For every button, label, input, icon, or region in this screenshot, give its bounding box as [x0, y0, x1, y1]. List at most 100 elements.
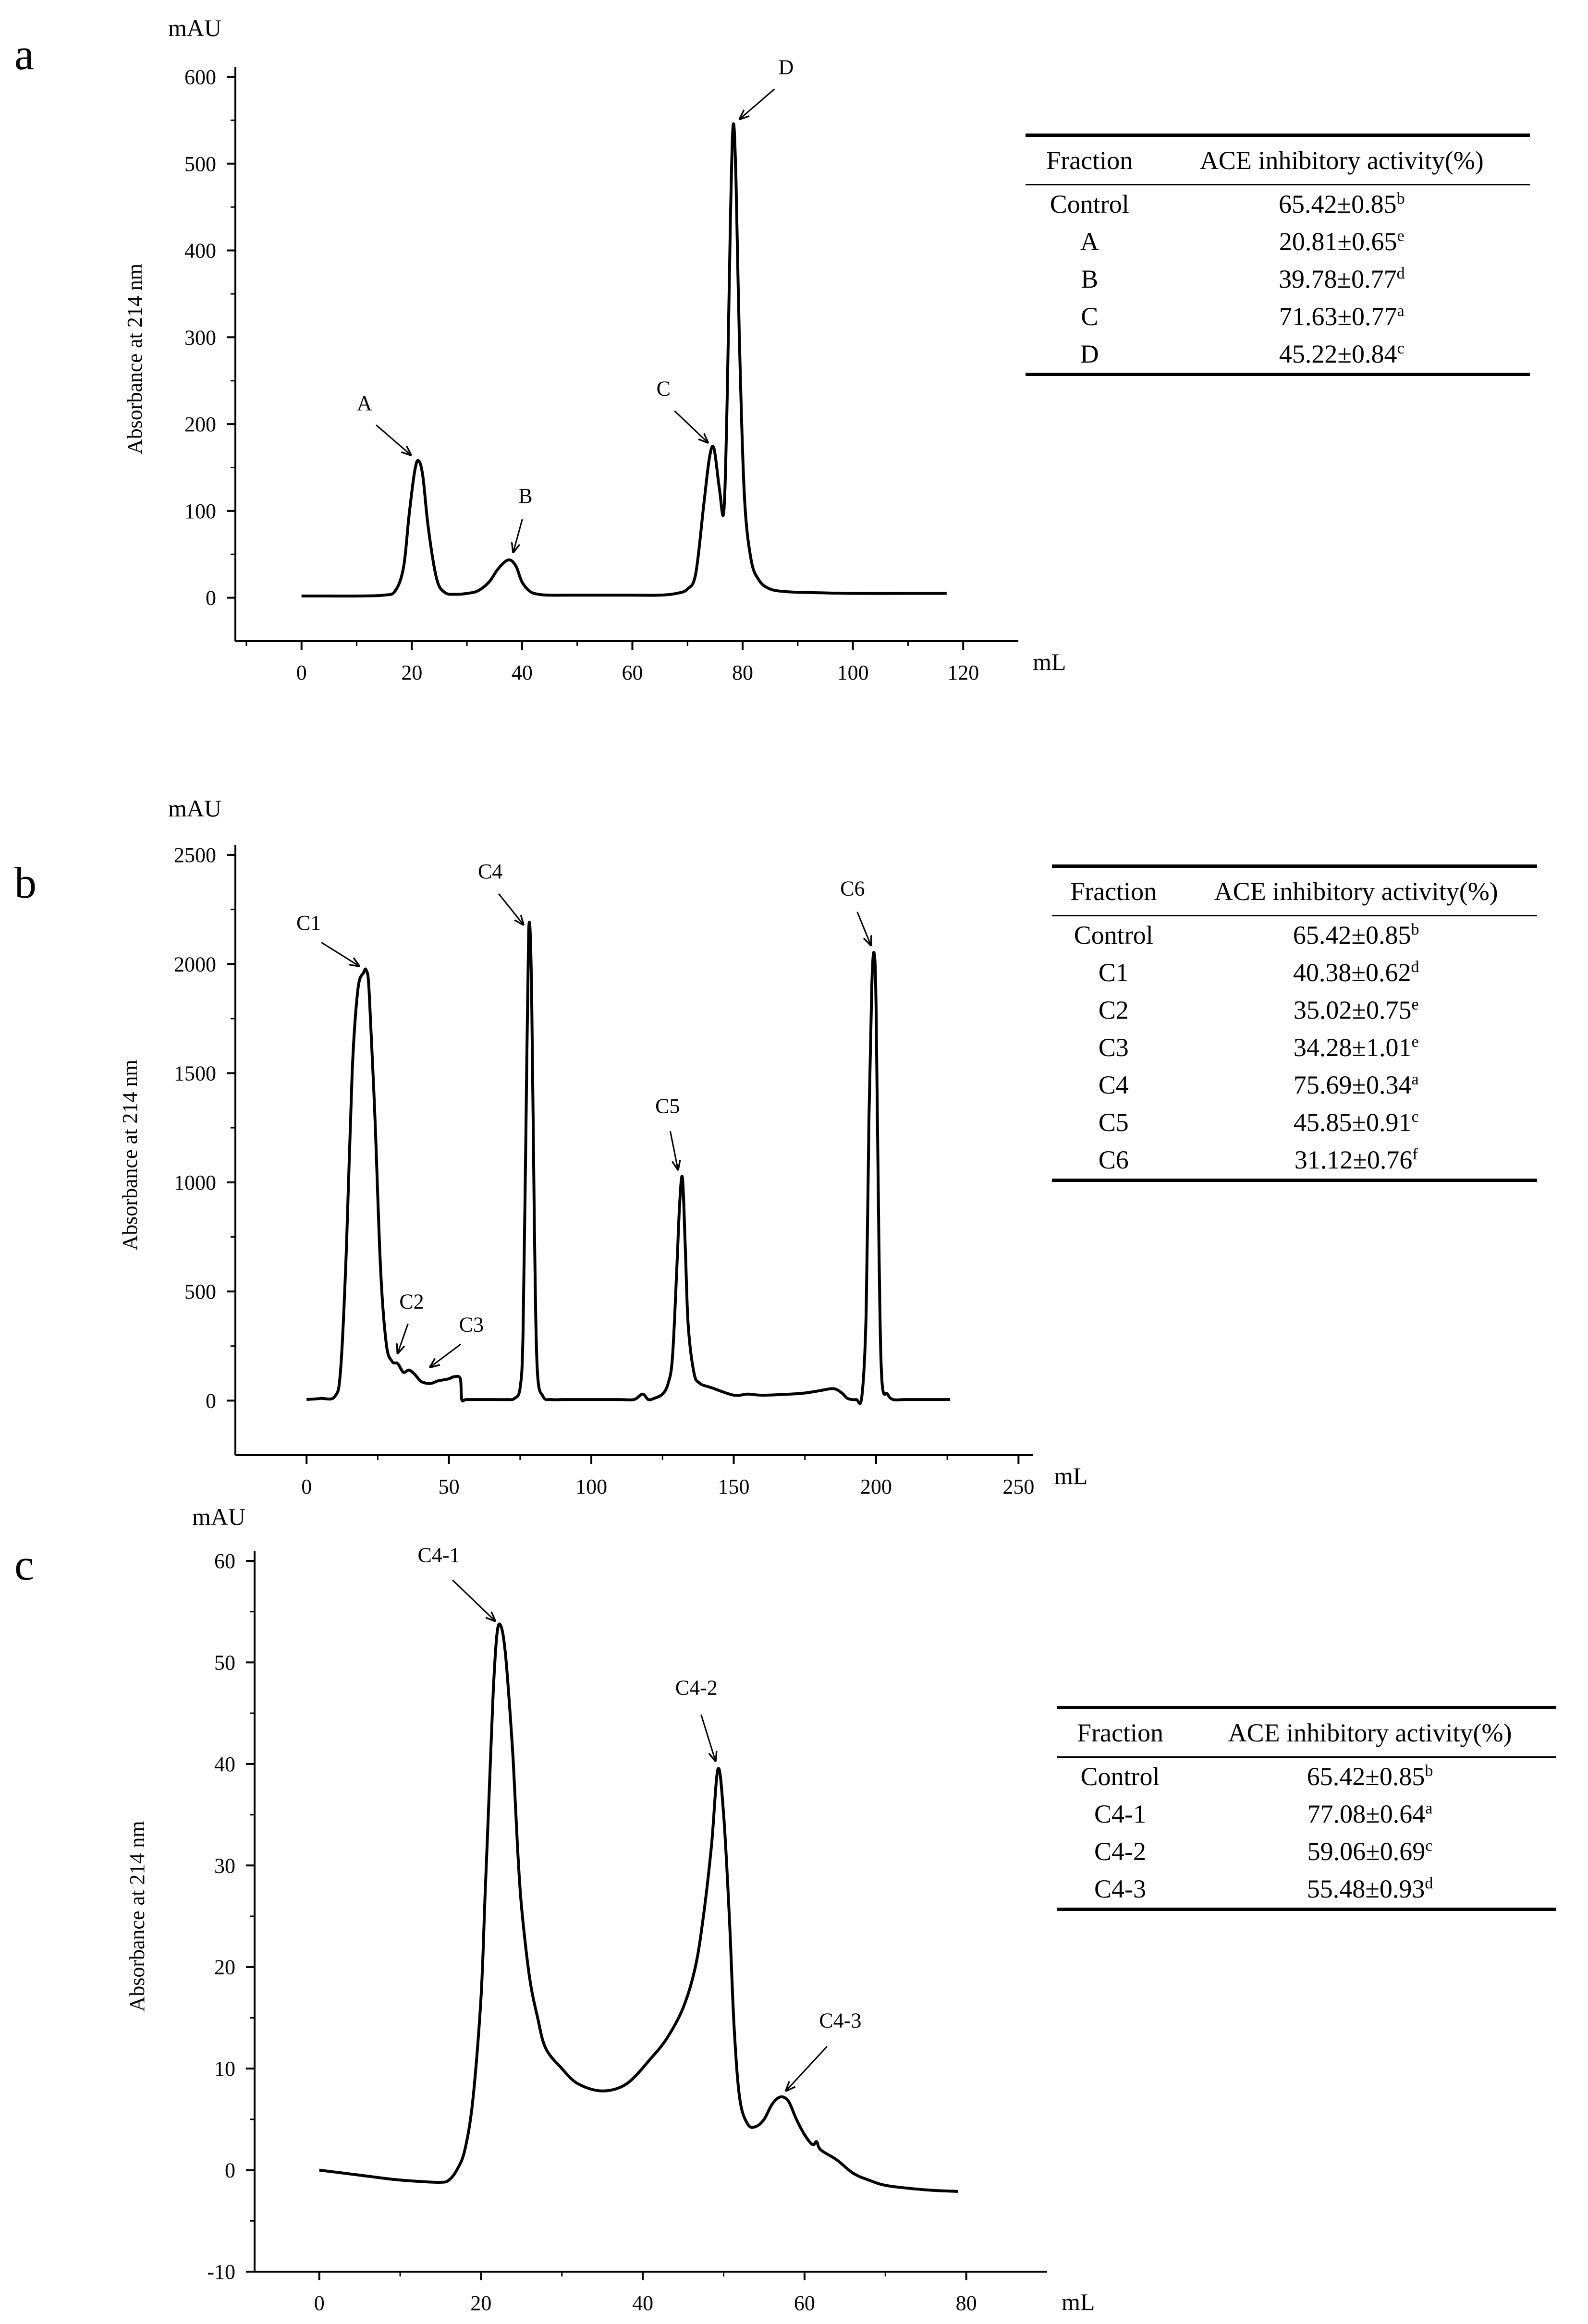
fraction-cell: C4: [1098, 1071, 1129, 1099]
y-tick-label: 0: [206, 1389, 216, 1412]
panel-label: c: [14, 1540, 34, 1589]
significance-letter: b: [1411, 921, 1419, 938]
y-tick-label: 0: [206, 586, 216, 610]
y-tick-label: 400: [184, 239, 216, 263]
y-tick-label: 1000: [174, 1171, 216, 1194]
significance-letter: e: [1397, 227, 1405, 245]
activity-value: 71.63±0.77: [1279, 302, 1397, 331]
peak-label: C4-3: [819, 2008, 861, 2032]
y-unit-label: mAU: [168, 795, 221, 822]
table-row: C4 75.69±0.34a: [1052, 1066, 1537, 1104]
peak-arrow: [321, 942, 359, 966]
fraction-cell: C3: [1098, 1033, 1129, 1062]
x-tick-label: 100: [837, 661, 869, 684]
y-tick-label: 2000: [174, 952, 216, 976]
significance-letter: c: [1397, 340, 1405, 357]
peak-label: C5: [655, 1095, 680, 1118]
activity-value: 59.06±0.69: [1307, 1837, 1426, 1866]
activity-cell: 65.42±0.85b: [1175, 916, 1537, 954]
table-row: Control 65.42±0.85b: [1057, 1757, 1556, 1796]
activity-header: ACE inhibitory activity(%): [1184, 1707, 1556, 1758]
y-tick-label: 40: [214, 1752, 235, 1776]
x-tick-label: 80: [732, 661, 753, 684]
peak-arrow: [674, 410, 708, 443]
peak-label: C2: [399, 1290, 424, 1314]
x-tick-label: 0: [301, 1475, 312, 1498]
peak-label: C6: [840, 877, 865, 900]
chromatogram-line: [319, 1622, 958, 2193]
y-tick-label: 1500: [174, 1062, 216, 1085]
table-row: B 39.78±0.77d: [1026, 260, 1530, 298]
y-tick-label: 0: [225, 2159, 235, 2182]
y-tick-label: 20: [214, 1956, 235, 1979]
peak-arrow: [452, 1579, 495, 1621]
peak-arrow: [856, 912, 871, 945]
activity-value: 65.42±0.85: [1293, 921, 1411, 949]
y-axis-label: Absorbance at 214 nm: [123, 264, 147, 454]
x-tick-label: 0: [296, 661, 307, 684]
panel-c: c -10 0 10 20 30 40 50 60 0 20 40 60 80 mAU mL Absorban…: [0, 1498, 1588, 2324]
y-tick-label: 100: [184, 499, 216, 523]
x-tick-label: 250: [1002, 1475, 1034, 1498]
x-tick-label: 40: [632, 2291, 653, 2315]
activity-value: 55.48±0.93: [1307, 1874, 1425, 1903]
table-row: C5 45.85±0.91c: [1052, 1104, 1537, 1141]
y-tick-label: 300: [184, 326, 216, 349]
y-axis-label: Absorbance at 214 nm: [125, 1821, 149, 2011]
chromatogram-c: -10 0 10 20 30 40 50 60 0 20 40 60 80 mAU mL Absorbance…: [125, 1503, 1095, 2315]
y-tick-label: -10: [207, 2260, 235, 2284]
chromatogram-b: 0 500 1000 1500 2000 2500 0 50 100 150 200 250 mAU mL…: [118, 795, 1087, 1498]
y-tick-label: 50: [214, 1651, 235, 1674]
chromatogram-line: [301, 122, 947, 598]
peak-label: C4: [478, 860, 502, 883]
peak-arrow: [786, 2046, 828, 2091]
x-tick-label: 60: [794, 2291, 815, 2315]
x-tick-label: 150: [718, 1475, 750, 1498]
peak-label: C3: [459, 1313, 484, 1336]
x-tick-label: 0: [314, 2291, 325, 2315]
activity-cell: 65.42±0.85b: [1184, 1757, 1556, 1796]
significance-letter: b: [1425, 1762, 1433, 1780]
activity-value: 34.28±1.01: [1293, 1033, 1412, 1062]
activity-cell: 75.69±0.34a: [1175, 1066, 1537, 1104]
activity-value: 40.38±0.62: [1293, 958, 1411, 987]
peak-label: C1: [296, 911, 321, 935]
fraction-cell: Control: [1080, 1762, 1160, 1791]
panel-b: b 0 500 1000 1500 2000 2500 0 50 100 150 200 250 mAU…: [0, 749, 1588, 1498]
fraction-cell: C4-1: [1094, 1800, 1147, 1828]
table-row: C1 40.38±0.62d: [1052, 954, 1537, 991]
table-row: Control 65.42±0.85b: [1052, 916, 1537, 954]
peak-arrow: [430, 1343, 462, 1367]
significance-letter: c: [1425, 1837, 1433, 1855]
x-axis-label: mL: [1033, 648, 1066, 675]
table-row: C4-2 59.06±0.69c: [1057, 1833, 1556, 1870]
activity-table-a: Fraction ACE inhibitory activity(%) Contro…: [1026, 134, 1530, 376]
activity-cell: 55.48±0.93d: [1184, 1870, 1556, 1910]
x-tick-label: 60: [622, 661, 643, 684]
activity-cell: 35.02±0.75e: [1175, 991, 1537, 1029]
activity-cell: 65.42±0.85b: [1154, 185, 1530, 223]
peak-label: C4-1: [418, 1543, 460, 1567]
peak-label: A: [357, 391, 372, 415]
table-row: C2 35.02±0.75e: [1052, 991, 1537, 1029]
activity-cell: 77.08±0.64a: [1184, 1795, 1556, 1833]
y-tick-label: 2500: [174, 843, 216, 867]
table-row: A 20.81±0.65e: [1026, 223, 1530, 260]
x-tick-label: 20: [470, 2291, 491, 2315]
activity-value: 31.12±0.76: [1294, 1145, 1413, 1174]
peak-arrow: [376, 424, 411, 455]
x-axis-label: mL: [1062, 2288, 1095, 2315]
peak-arrow: [513, 519, 523, 552]
significance-letter: a: [1411, 1071, 1419, 1088]
y-tick-label: 60: [214, 1549, 235, 1573]
significance-letter: a: [1397, 302, 1405, 320]
activity-header: ACE inhibitory activity(%): [1153, 135, 1530, 185]
chromatogram-line: [306, 921, 951, 1405]
activity-value: 77.08±0.64: [1307, 1800, 1426, 1828]
x-tick-label: 50: [439, 1475, 460, 1498]
fraction-cell: C2: [1098, 996, 1129, 1024]
peak-arrow: [498, 893, 523, 925]
activity-cell: 31.12±0.76f: [1175, 1141, 1537, 1180]
panel-label: b: [14, 858, 37, 907]
significance-letter: e: [1411, 1033, 1419, 1051]
